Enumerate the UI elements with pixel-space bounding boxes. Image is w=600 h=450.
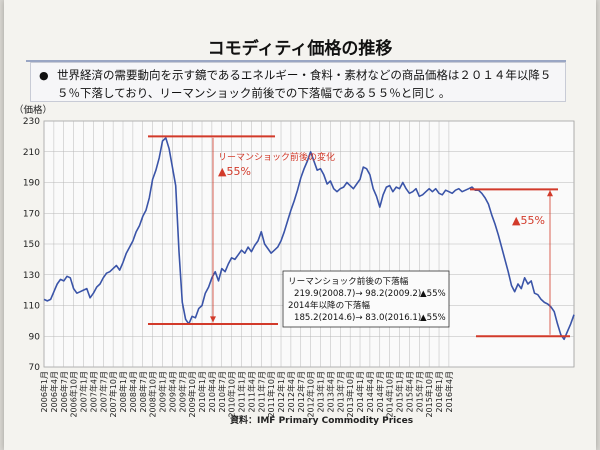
annotation-pct-2: ▲55% (420, 313, 446, 323)
annotation-pct-1: ▲55% (420, 289, 446, 299)
x-tick-label: 2009年10月 (187, 371, 197, 418)
x-tick-label: 2012年1月 (276, 371, 286, 412)
x-tick-label: 2015年10月 (424, 371, 434, 418)
source-note: 資料：IMF Primary Commodity Prices (230, 416, 414, 426)
x-tick-label: 2007年7月 (98, 371, 108, 412)
x-tick-label: 2007年4月 (88, 371, 98, 412)
x-tick-label: 2014年4月 (365, 371, 375, 412)
x-tick-label: 2015年7月 (414, 371, 424, 412)
summary-box: ● 世界経済の需要動向を示す鏡であるエネルギー・食料・素材などの商品価格は２０１… (30, 62, 566, 102)
annotation-title-1: リーマンショック前後の下落幅 (288, 275, 409, 287)
x-tick-label: 2006年4月 (49, 371, 59, 412)
x-tick-label: 2015年4月 (404, 371, 414, 412)
y-tick-label: 90 (29, 332, 41, 342)
x-tick-label: 2014年1月 (355, 371, 365, 412)
y-tick-label: 130 (23, 271, 40, 281)
x-tick-label: 2011年4月 (246, 371, 256, 412)
y-tick-label: 190 (23, 179, 40, 189)
x-tick-label: 2016年1月 (434, 371, 444, 412)
x-tick-label: 2008年4月 (128, 371, 138, 412)
x-tick-label: 2007年1月 (79, 371, 89, 412)
x-tick-label: 2013年7月 (335, 371, 345, 412)
x-tick-label: 2010年7月 (217, 371, 227, 412)
recent-arrowhead (547, 190, 553, 197)
y-tick-label: 150 (23, 240, 40, 250)
x-tick-label: 2014年10月 (385, 371, 395, 418)
x-tick-label: 2015年1月 (395, 371, 405, 412)
x-tick-label: 2008年10月 (148, 371, 158, 418)
x-tick-label: 2013年1月 (316, 371, 326, 412)
y-tick-label: 110 (23, 302, 40, 312)
x-tick-label: 2006年10月 (69, 371, 79, 418)
x-tick-label: 2007年10月 (108, 371, 118, 418)
annotation-box (282, 270, 450, 328)
annotation-range-1: 219.9(2008.7)→ 98.2(2009.2) (294, 289, 421, 299)
x-tick-label: 2010年1月 (197, 371, 207, 412)
y-tick-label: 170 (23, 209, 40, 219)
x-tick-label: 2006年7月 (59, 371, 69, 412)
title-divider (26, 60, 566, 62)
y-tick-label: 70 (29, 363, 41, 373)
x-tick-label: 2010年10月 (227, 371, 237, 418)
x-tick-label: 2009年4月 (167, 371, 177, 412)
x-tick-label: 2012年7月 (296, 371, 306, 412)
x-tick-label: 2012年4月 (286, 371, 296, 412)
x-tick-label: 2011年10月 (266, 371, 276, 418)
annotation-title-2: 2014年以降の下落幅 (288, 299, 370, 311)
bullet-icon: ● (39, 69, 49, 82)
lehman-arrowhead (210, 316, 216, 323)
x-tick-label: 2016年4月 (444, 371, 454, 412)
y-tick-label: 230 (23, 117, 40, 127)
summary-text: 世界経済の需要動向を示す鏡であるエネルギー・食料・素材などの商品価格は２０１４年… (57, 68, 552, 100)
page-title: コモディティ価格の推移 (207, 39, 393, 59)
annotation-range-2: 185.2(2014.6)→ 83.0(2016.1) (294, 313, 421, 323)
x-tick-label: 2008年1月 (118, 371, 128, 412)
y-axis-label: （価格） (14, 104, 52, 116)
lehman-change-label: リーマンショック前後の変化 (218, 151, 335, 163)
x-tick-label: 2011年1月 (237, 371, 247, 412)
x-tick-label: 2009年7月 (177, 371, 187, 412)
x-tick-label: 2006年1月 (39, 371, 49, 412)
x-tick-label: 2010年4月 (207, 371, 217, 412)
x-tick-label: 2009年1月 (158, 371, 168, 412)
x-tick-label: 2011年7月 (256, 371, 266, 412)
y-tick-label: 210 (23, 148, 40, 158)
x-tick-label: 2014年7月 (375, 371, 385, 412)
x-tick-label: 2012年10月 (306, 371, 316, 418)
x-tick-label: 2013年4月 (325, 371, 335, 412)
x-tick-label: 2013年10月 (345, 371, 355, 418)
lehman-change-pct: ▲55% (218, 165, 251, 178)
x-tick-label: 2008年7月 (138, 371, 148, 412)
series-line (43, 137, 575, 341)
recent-change-pct: ▲55% (512, 214, 545, 227)
